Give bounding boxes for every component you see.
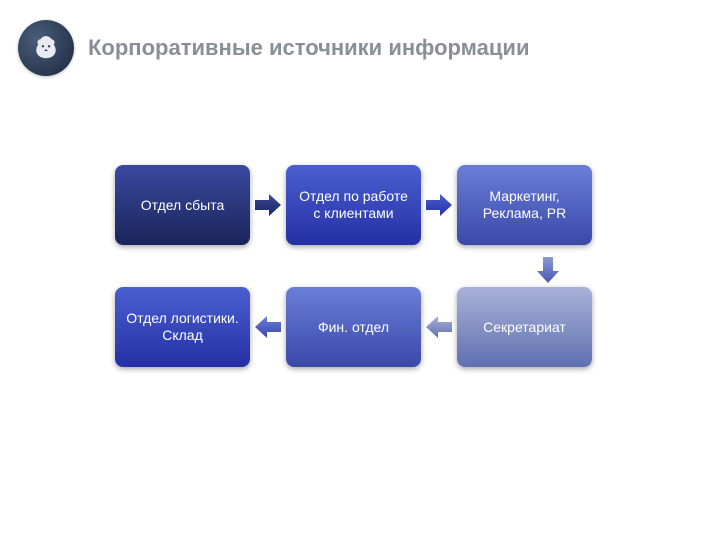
flow-node: Маркетинг, Реклама, PR bbox=[457, 165, 592, 245]
flow-node: Отдел логистики. Склад bbox=[115, 287, 250, 367]
node-label: Фин. отдел bbox=[318, 319, 389, 336]
flow-node: Секретариат bbox=[457, 287, 592, 367]
page-title: Корпоративные источники информации bbox=[88, 35, 529, 61]
flow-node: Отдел по работе с клиентами bbox=[286, 165, 421, 245]
flow-arrow bbox=[421, 187, 457, 223]
node-label: Отдел сбыта bbox=[141, 197, 225, 214]
flow-row-2: Отдел логистики. Склад Фин. отдел Секрет… bbox=[115, 287, 615, 367]
node-label: Секретариат bbox=[483, 319, 566, 336]
lion-icon bbox=[29, 31, 63, 65]
node-label: Маркетинг, Реклама, PR bbox=[465, 188, 584, 222]
flow-node: Фин. отдел bbox=[286, 287, 421, 367]
flow-arrow bbox=[250, 187, 286, 223]
flow-arrow-down-wrap bbox=[115, 253, 615, 287]
node-label: Отдел по работе с клиентами bbox=[294, 188, 413, 222]
flow-diagram: Отдел сбыта Отдел по работе с клиентами … bbox=[115, 165, 615, 375]
node-label: Отдел логистики. Склад bbox=[123, 310, 242, 344]
header: Корпоративные источники информации bbox=[0, 0, 720, 96]
logo-badge bbox=[18, 20, 74, 76]
flow-arrow bbox=[421, 309, 457, 345]
flow-arrow bbox=[250, 309, 286, 345]
flow-arrow bbox=[480, 253, 615, 287]
flow-node: Отдел сбыта bbox=[115, 165, 250, 245]
flow-row-1: Отдел сбыта Отдел по работе с клиентами … bbox=[115, 165, 615, 245]
